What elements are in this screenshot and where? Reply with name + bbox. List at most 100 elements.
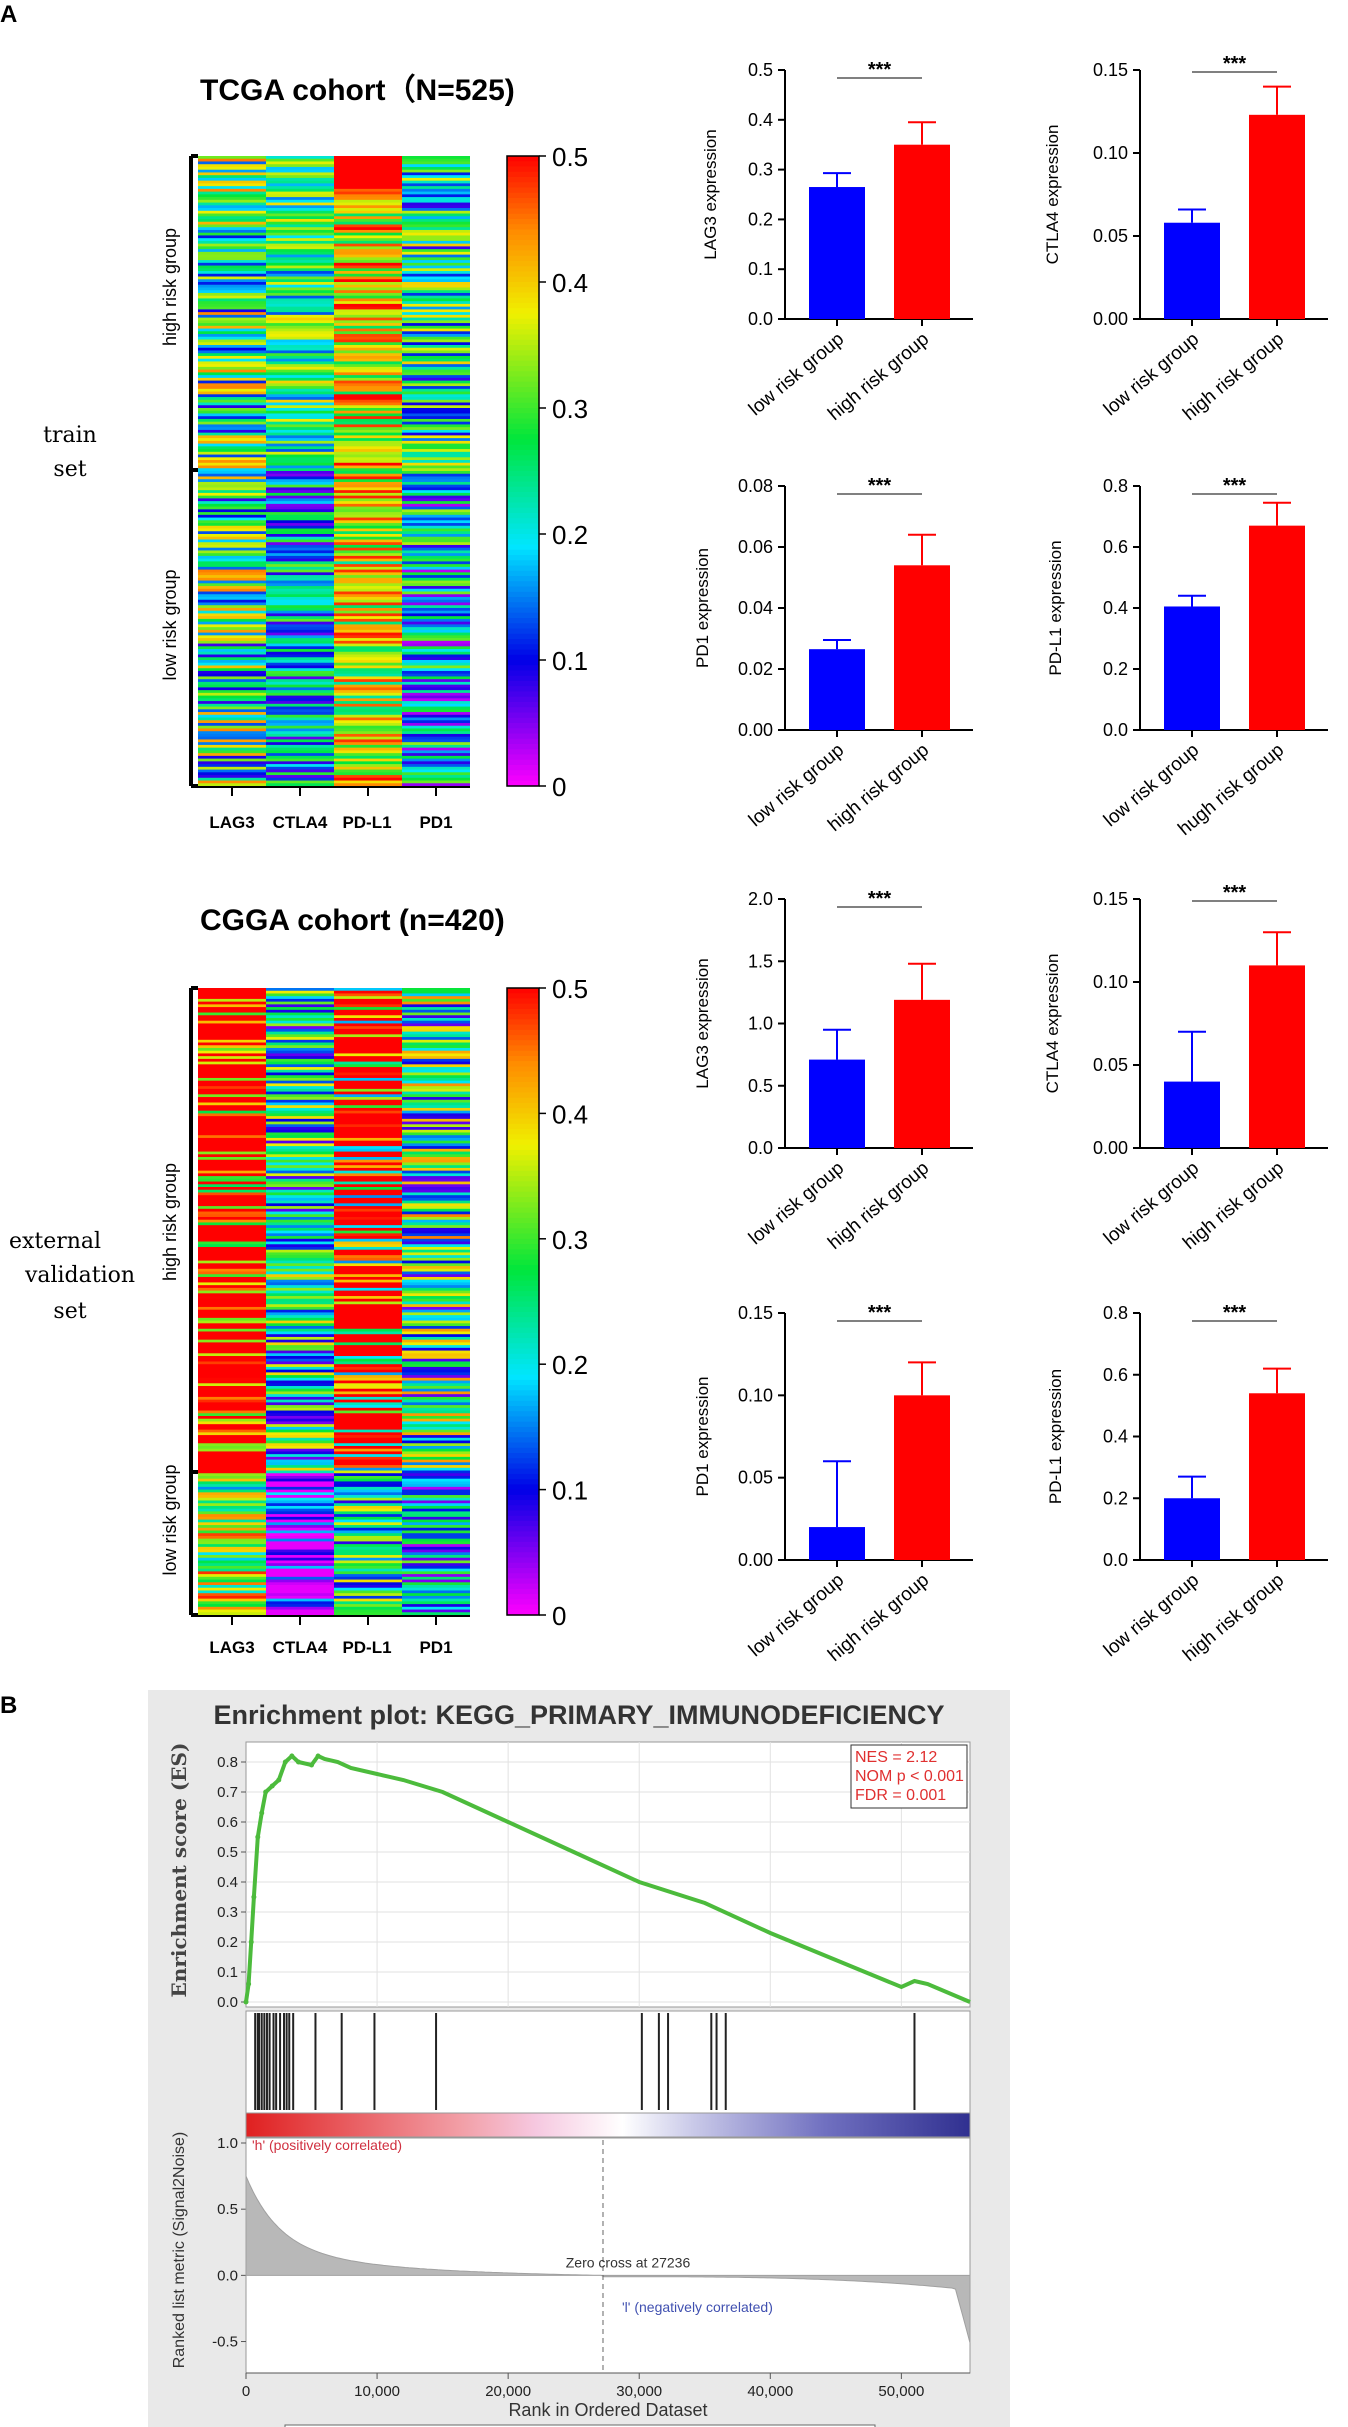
heatmap-cell	[266, 1165, 334, 1169]
colorbar-segment	[507, 523, 539, 530]
heatmap-cell	[402, 996, 470, 1000]
heatmap-cell	[266, 627, 334, 631]
heatmap-cell	[334, 1495, 402, 1499]
y-axis-label: PD1 expression	[693, 1376, 712, 1496]
heatmap-cell	[402, 744, 470, 749]
significance-stars: ***	[868, 475, 892, 497]
heatmap-cell	[266, 208, 334, 212]
colorbar-segment	[507, 1437, 539, 1444]
heatmap-cell	[402, 1585, 470, 1589]
heatmap-cell	[198, 1170, 266, 1174]
heatmap-cell	[334, 566, 402, 571]
heatmap-cell	[334, 1522, 402, 1526]
heatmap-cell	[266, 216, 334, 220]
heatmap-cell	[334, 1410, 402, 1414]
heatmap-cell	[402, 1574, 470, 1578]
heatmap-cell	[266, 1255, 334, 1259]
colorbar-segment	[507, 282, 539, 288]
colorbar-segment	[507, 1249, 539, 1256]
heatmap-cell	[266, 282, 334, 286]
colorbar-segment	[507, 1123, 539, 1130]
y-tick-label: 0.6	[1103, 537, 1128, 557]
heatmap-cell	[334, 1386, 402, 1390]
heatmap-cell	[402, 1593, 470, 1597]
heatmap-cell	[334, 1170, 402, 1174]
heatmap-cell	[334, 243, 402, 247]
heatmap-cell	[334, 1358, 402, 1363]
heatmap-cell	[198, 1211, 266, 1215]
colorbar-segment	[507, 644, 539, 651]
heatmap-cell	[334, 375, 402, 379]
heatmap-cell	[334, 1121, 402, 1125]
heatmap-cell	[402, 251, 470, 256]
heatmap-cell	[266, 1492, 334, 1496]
heatmap-cell	[402, 714, 470, 719]
colorbar-segment	[507, 219, 539, 225]
heatmap-cell	[334, 476, 402, 480]
heatmap-cell	[402, 1197, 470, 1202]
heatmap-cell	[198, 1118, 266, 1123]
heatmap-cell	[402, 271, 470, 275]
zero-cross-label: Zero cross at 27236	[566, 2254, 691, 2270]
colorbar-segment	[507, 1270, 539, 1276]
heatmap-cell	[334, 1260, 402, 1264]
heatmap-cell	[198, 1197, 266, 1202]
heatmap-cell	[334, 736, 402, 741]
heatmap-cell	[198, 353, 266, 357]
heatmap-cell	[198, 331, 266, 335]
heatmap-cell	[198, 199, 266, 204]
heatmap-cell	[402, 1495, 470, 1499]
colorbar-segment	[507, 355, 539, 362]
heatmap-cell	[266, 605, 334, 609]
heatmap-cell	[402, 158, 470, 163]
y-tick-label: 0.0	[1103, 1550, 1128, 1570]
heatmap-cell	[402, 1219, 470, 1224]
heatmap-cell	[402, 1091, 470, 1095]
heatmap-cell	[198, 624, 266, 628]
gsea-x-tick-label: 50,000	[878, 2383, 924, 2400]
heatmap-cell	[198, 1230, 266, 1234]
heatmap-cell	[266, 1323, 334, 1327]
heatmap-cell	[266, 594, 334, 598]
heatmap-cell	[334, 523, 402, 527]
heatmap-cell	[266, 336, 334, 341]
heatmap-cell	[402, 1342, 470, 1346]
es-y-tick-label: 0.7	[217, 1784, 238, 1801]
heatmap-cell	[198, 1366, 266, 1371]
colorbar-segment	[507, 418, 539, 425]
heatmap-cell	[402, 1609, 470, 1613]
heatmap-cell	[266, 1465, 334, 1469]
heatmap-cell	[266, 990, 334, 995]
heatmap-cell	[266, 1094, 334, 1098]
colorbar-segment	[507, 1411, 539, 1418]
heatmap-cell	[402, 1113, 470, 1117]
heatmap-cell	[402, 687, 470, 691]
heatmap-cell	[198, 1249, 266, 1254]
colorbar-segment	[507, 245, 539, 252]
heatmap-cell	[266, 1424, 334, 1428]
heatmap-cell	[402, 1157, 470, 1161]
heatmap-cell	[334, 1263, 402, 1267]
heatmap-cell	[266, 1451, 334, 1455]
heatmap-cell	[266, 1421, 334, 1425]
colorbar-segment	[507, 1390, 539, 1397]
heatmap-cell	[198, 1077, 266, 1082]
heatmap-cell	[266, 1486, 334, 1491]
heatmap-cell	[198, 1527, 266, 1532]
heatmap-cell	[198, 1448, 266, 1453]
heatmap-cell	[198, 1037, 266, 1041]
heatmap-cell	[334, 312, 402, 316]
heatmap-cell	[198, 654, 266, 658]
heatmap-cell	[334, 591, 402, 595]
heatmap-cell	[334, 1585, 402, 1589]
heatmap-cell	[402, 1214, 470, 1218]
heatmap-cell	[402, 736, 470, 741]
heatmap-cell	[198, 1560, 266, 1564]
heatmap-cell	[198, 758, 266, 762]
heatmap-cell	[402, 366, 470, 371]
colorbar-segment	[507, 759, 539, 766]
colorbar-segment	[507, 1024, 539, 1031]
heatmap-cell	[402, 583, 470, 587]
heatmap-cell	[198, 172, 266, 176]
es-gridlines	[246, 1742, 970, 2007]
